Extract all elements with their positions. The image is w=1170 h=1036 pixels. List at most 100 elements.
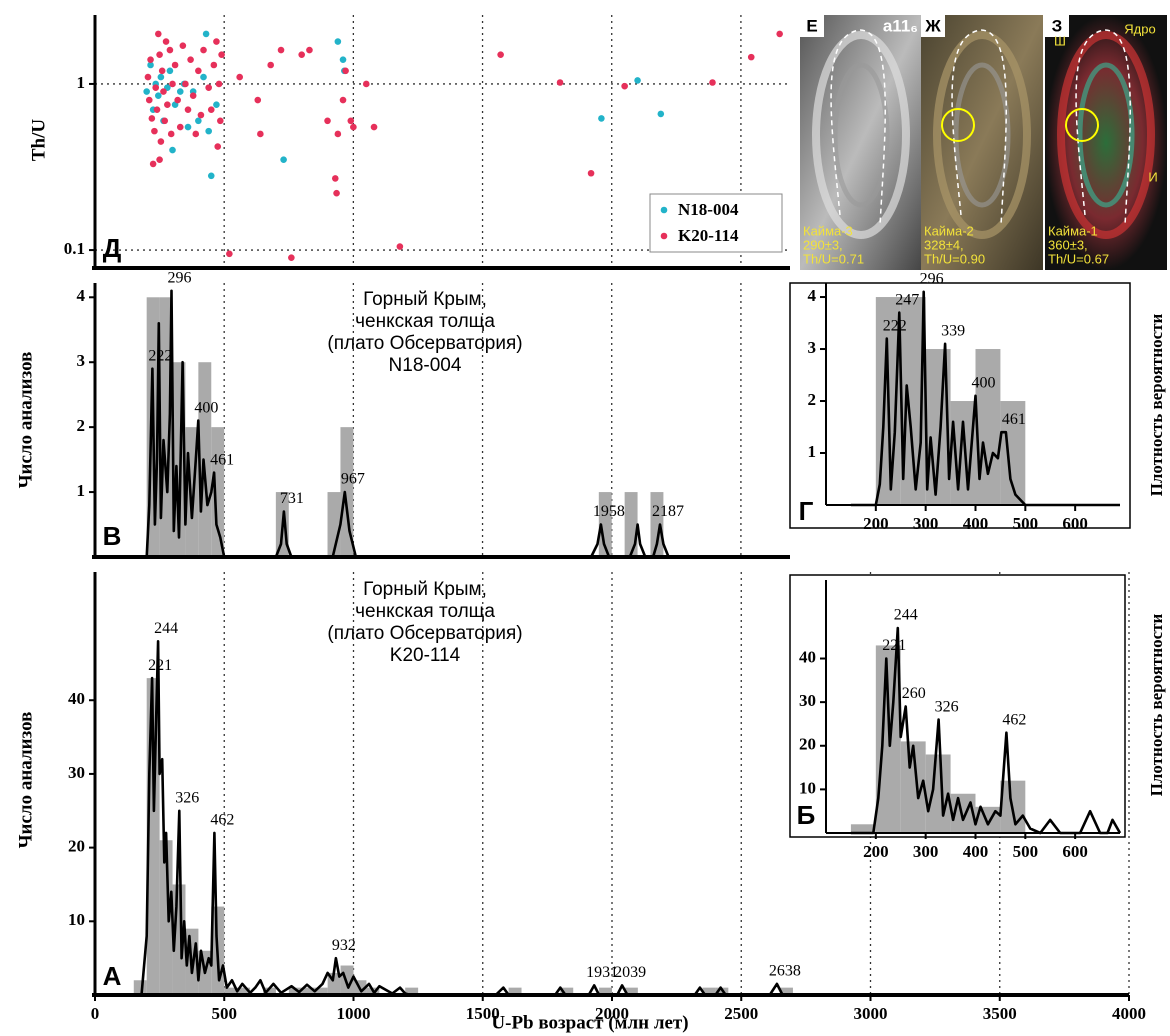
x-tick-label: 300: [913, 842, 939, 861]
scatter-point: [149, 115, 156, 122]
scatter-point: [150, 161, 157, 168]
peak-label: 247: [895, 291, 919, 308]
peak-label: 731: [280, 490, 304, 507]
scatter-point: [146, 97, 153, 104]
scatter-point: [226, 250, 233, 257]
peak-label: 932: [332, 937, 356, 954]
x-tick-label: 500: [1013, 842, 1039, 861]
scatter-point: [156, 156, 163, 163]
scatter-point: [333, 190, 340, 197]
x-tick-label: 1000: [337, 1004, 371, 1023]
scatter-point: [182, 81, 189, 88]
scatter-point: [216, 81, 223, 88]
panel: N18-004K20-1140.11ДTh/U: [28, 15, 790, 268]
histogram-bar: [625, 492, 638, 557]
scatter-point: [154, 106, 161, 113]
scatter-point: [185, 106, 192, 113]
scatter-point: [397, 243, 404, 250]
x-tick-label: 4000: [1112, 1004, 1146, 1023]
scatter-point: [147, 56, 154, 63]
scatter-point: [172, 62, 179, 69]
scatter-point: [335, 38, 342, 45]
scatter-point: [324, 117, 331, 124]
panel-label: Б: [797, 800, 816, 830]
y-tick-label: 1: [77, 481, 86, 500]
y2-axis-label: Плотность вероятности: [1147, 313, 1166, 496]
scatter-point: [208, 172, 215, 179]
peak-label: 296: [920, 271, 944, 288]
scatter-point: [195, 117, 202, 124]
scatter-point: [200, 74, 207, 81]
peak-label: 326: [935, 698, 959, 715]
peak-label: 2638: [769, 963, 801, 980]
scatter-point: [203, 31, 210, 38]
scatter-point: [213, 101, 220, 108]
x-tick-label: 3000: [854, 1004, 888, 1023]
scatter-point: [156, 51, 163, 58]
scatter-point: [278, 47, 285, 54]
x-axis-label: U-Pb возраст (млн лет): [491, 1012, 688, 1033]
scatter-point: [236, 74, 243, 81]
scatter-point: [200, 47, 207, 54]
scatter-point: [218, 51, 225, 58]
caption: 328±4,: [924, 237, 964, 252]
panel: 222296400461731967195821871234Горный Кры…: [15, 269, 790, 557]
panel-label: А: [103, 961, 122, 991]
scatter-point: [332, 175, 339, 182]
caption: 290±3,: [803, 237, 843, 252]
scatter-point: [167, 67, 174, 74]
scatter-point: [776, 31, 783, 38]
x-tick-label: 300: [913, 514, 939, 533]
annotation: Ш: [1054, 33, 1066, 48]
peak-label: 2039: [614, 964, 646, 981]
scatter-point: [177, 88, 184, 95]
scatter-point: [335, 131, 342, 138]
peak-label: 461: [210, 451, 234, 468]
peak-label: 2187: [652, 503, 684, 520]
scatter-point: [217, 117, 224, 124]
scatter-point: [152, 84, 159, 91]
y-tick-label: 30: [799, 691, 816, 710]
scatter-point: [159, 67, 166, 74]
caption: Th/U=0.90: [924, 251, 985, 266]
x-tick-label: 200: [863, 842, 889, 861]
histogram-bar: [211, 427, 224, 557]
panel-label: Г: [799, 496, 814, 526]
scatter-point: [185, 124, 192, 131]
scatter-point: [163, 38, 170, 45]
scatter-point: [557, 79, 564, 86]
caption: Th/U=0.67: [1048, 251, 1109, 266]
chart-title: Горный Крым,: [363, 579, 487, 600]
scatter-point: [214, 143, 221, 150]
y2-axis-label: Плотность вероятности: [1147, 613, 1166, 796]
legend-label: N18-004: [678, 200, 739, 219]
scatter-point: [350, 124, 357, 131]
peak-label: 339: [941, 323, 965, 340]
scatter-point: [205, 84, 212, 91]
scatter-point: [155, 31, 162, 38]
scatter-point: [160, 88, 167, 95]
chart-title: (плато Обсерватория): [327, 333, 522, 354]
caption: 360±3,: [1048, 237, 1088, 252]
scatter-point: [168, 131, 175, 138]
scatter-point: [151, 128, 158, 135]
scatter-point: [709, 79, 716, 86]
peak-label: 222: [883, 317, 907, 334]
peak-label: 222: [148, 347, 172, 364]
scatter-point: [634, 77, 641, 84]
peak-label: 400: [971, 374, 995, 391]
photo-panel: ЗКайма-1360±3,Th/U=0.67ЯдроШИ: [1045, 15, 1167, 270]
x-tick-label: 2500: [724, 1004, 758, 1023]
y-tick-label: 40: [68, 689, 85, 708]
scatter-point: [621, 83, 628, 90]
x-tick-label: 3500: [983, 1004, 1017, 1023]
caption: Кайма-3: [803, 223, 853, 238]
chart-title: N18-004: [389, 355, 462, 376]
peak-label: 221: [882, 637, 906, 654]
scatter-point: [340, 56, 347, 63]
scatter-point: [143, 88, 150, 95]
y-tick-label: 0.1: [64, 239, 85, 258]
peak-label: 462: [1002, 711, 1026, 728]
scatter-point: [347, 117, 354, 124]
